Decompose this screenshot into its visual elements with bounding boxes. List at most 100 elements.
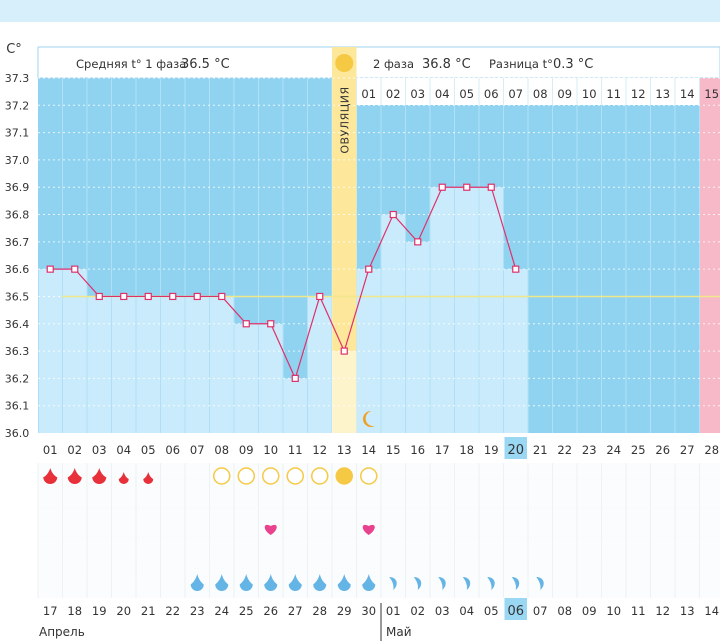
cycle-day-label: 26	[655, 443, 670, 457]
cycle-day-label: 10	[263, 443, 278, 457]
swirl-drop-icon	[487, 577, 495, 590]
temperature-point	[512, 265, 520, 273]
y-tick-label: 36.4	[5, 318, 30, 331]
date-label: 12	[655, 604, 670, 618]
moon-icon	[362, 410, 375, 427]
phase1-value: 36.5 °C	[181, 57, 230, 72]
temp-bar	[504, 269, 528, 433]
temp-bar	[455, 187, 479, 433]
date-label: 05	[484, 604, 499, 618]
swirl-drop-icon	[511, 577, 520, 590]
phase2-day-label: 03	[410, 87, 425, 101]
phase1-label: Средняя t° 1 фаза	[76, 57, 186, 71]
date-label: 22	[165, 604, 180, 618]
y-tick-label: 36.5	[5, 290, 30, 303]
temperature-line	[50, 186, 517, 381]
temp-bar	[136, 296, 160, 433]
cycle-day-label: 16	[410, 443, 425, 457]
cycle-day-label: 03	[92, 443, 107, 457]
open-circle-icon	[286, 467, 304, 485]
date-label: 14	[704, 604, 719, 618]
date-label: 23	[190, 604, 205, 618]
y-tick-label: 37.1	[5, 127, 30, 140]
heart-icon	[362, 524, 375, 535]
y-tick-label: 36.1	[5, 400, 30, 413]
temperature-point	[414, 238, 422, 246]
y-tick-label: 37.0	[5, 154, 30, 167]
cycle-day-label: 12	[312, 443, 327, 457]
cycle-day-label: 05	[141, 443, 156, 457]
ovulation-bar	[332, 351, 357, 433]
open-circle-icon	[213, 467, 231, 485]
date-label: 09	[582, 604, 597, 618]
y-tick-label: 36.8	[5, 209, 30, 222]
cycle-day-label: 14	[361, 443, 376, 457]
water-drop-icon	[313, 574, 327, 591]
phase2-day-label: 11	[606, 87, 621, 101]
temperature-point	[291, 374, 299, 382]
date-label: 29	[337, 604, 352, 618]
blood-drop-icon	[118, 472, 129, 484]
cycle-day-label: 19	[484, 443, 499, 457]
date-label: 27	[288, 604, 303, 618]
month-label-may: Май	[386, 625, 412, 639]
cycle-day-label-current: 20	[507, 443, 524, 458]
water-drop-icon	[215, 574, 229, 591]
cycle-day-label: 01	[43, 443, 58, 457]
open-circle-icon	[262, 467, 280, 485]
cycle-day-label: 17	[435, 443, 450, 457]
y-tick-label: 36.9	[5, 181, 30, 194]
cycle-day-label: 07	[190, 443, 205, 457]
top-bar	[0, 0, 720, 22]
temperature-point	[365, 265, 373, 273]
phase2-day-label: 07	[508, 87, 523, 101]
phase2-day-label: 04	[435, 87, 450, 101]
date-label: 30	[361, 604, 376, 618]
phase2-label: 2 фаза	[373, 57, 414, 71]
phase2-day-label: 05	[459, 87, 474, 101]
blood-drop-icon	[67, 468, 82, 485]
date-label: 08	[557, 604, 572, 618]
swirl-drop-icon	[438, 577, 446, 590]
phase2-day-label: 15	[704, 87, 719, 101]
phase2-day-label: 10	[582, 87, 597, 101]
cycle-day-label: 09	[239, 443, 254, 457]
temp-bar	[38, 269, 62, 433]
phase2-value: 36.8 °C	[422, 57, 471, 72]
date-label: 21	[141, 604, 156, 618]
swirl-drop-icon	[536, 577, 544, 590]
water-drop-icon	[190, 574, 204, 591]
phase2-day-row	[356, 78, 720, 105]
open-circle-icon	[311, 467, 329, 485]
date-label: 07	[533, 604, 548, 618]
cycle-day-label: 11	[288, 443, 303, 457]
phase2-day-label: 14	[680, 87, 695, 101]
swirl-drop-icon	[413, 577, 422, 590]
temperature-point	[487, 183, 495, 191]
y-tick-label: 36.2	[5, 372, 30, 385]
pink-band	[700, 78, 720, 433]
temperature-point	[340, 347, 348, 355]
date-label: 24	[214, 604, 229, 618]
date-label: 20	[116, 604, 131, 618]
temperature-point	[267, 320, 275, 328]
cycle-day-label: 28	[704, 443, 719, 457]
temperature-point	[193, 292, 201, 301]
diff-value: 0.3 °C	[553, 57, 593, 72]
date-label: 19	[92, 604, 107, 618]
cycle-day-label: 23	[582, 443, 597, 457]
temp-bar	[308, 296, 332, 433]
open-circle-icon	[360, 467, 378, 485]
temp-bar	[234, 323, 258, 433]
temperature-point	[389, 210, 397, 219]
phase2-day-label: 13	[655, 87, 670, 101]
blood-drop-icon	[92, 468, 107, 485]
temp-bar	[112, 296, 136, 433]
date-label: 26	[263, 604, 278, 618]
temperature-point	[242, 320, 250, 328]
cycle-day-label: 02	[67, 443, 82, 457]
y-tick-label: 37.2	[5, 99, 30, 112]
phase2-day-label: 12	[631, 87, 646, 101]
temperature-point	[120, 292, 128, 301]
